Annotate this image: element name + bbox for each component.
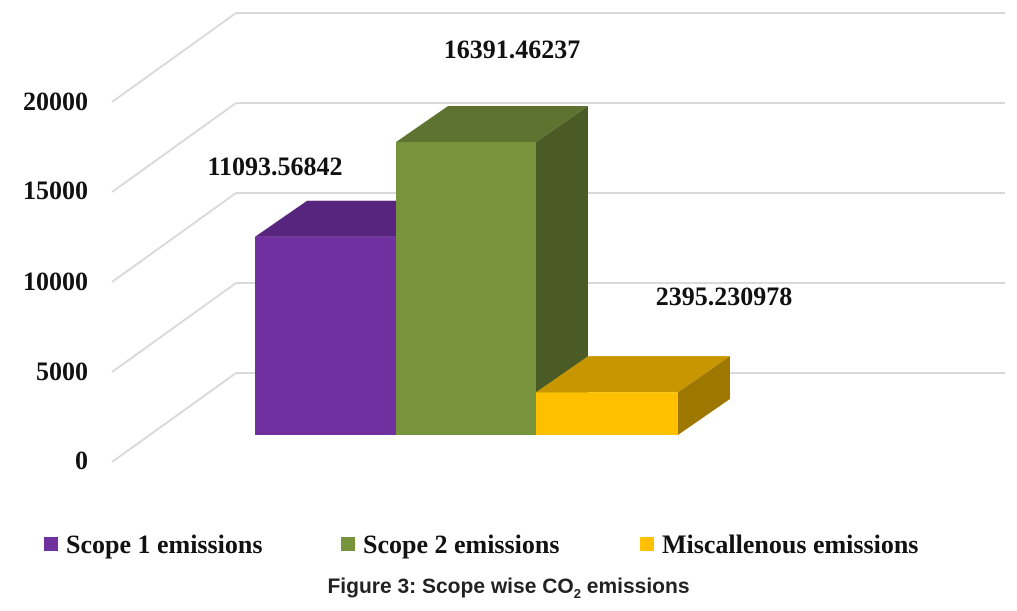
bar-3 (536, 356, 730, 435)
bar-side (678, 356, 730, 435)
gridline-side (111, 192, 237, 283)
legend: Scope 1 emissions Scope 2 emissions Miscal… (44, 530, 918, 559)
y-tick-label: 10000 (23, 267, 88, 296)
legend-label: Scope 1 emissions (66, 530, 262, 559)
data-label-2: 16391.46237 (444, 35, 581, 64)
data-label-3: 2395.230978 (656, 282, 793, 311)
gridline-side (111, 12, 237, 103)
bar-front (255, 236, 396, 435)
legend-item-1: Scope 1 emissions (44, 530, 262, 559)
y-tick-label: 5000 (36, 357, 88, 386)
legend-label: Scope 2 emissions (363, 530, 559, 559)
bar-side (536, 106, 588, 435)
legend-label: Miscallenous emissions (662, 530, 918, 559)
bar-top (396, 106, 588, 142)
legend-item-3: Miscallenous emissions (640, 530, 918, 559)
y-tick-label: 15000 (23, 176, 88, 205)
bars (255, 106, 730, 435)
bar-top (536, 356, 730, 393)
y-tick-label: 20000 (23, 87, 88, 116)
legend-swatch (640, 537, 654, 551)
bar-2 (396, 106, 588, 435)
legend-item-2: Scope 2 emissions (341, 530, 559, 559)
caption-prefix: Figure 3: Scope wise CO (327, 575, 574, 598)
legend-swatch (44, 537, 58, 551)
data-labels: 11093.56842 16391.46237 2395.230978 (207, 35, 792, 311)
legend-swatch (341, 537, 355, 551)
caption-subscript: 2 (573, 586, 581, 602)
bar-front (536, 392, 678, 435)
y-tick-label: 0 (75, 446, 88, 475)
figure-caption: Figure 3: Scope wise CO2 emissions (0, 575, 1017, 601)
chart: 0 5000 10000 15000 20000 11093.56842 16391.46… (23, 12, 1005, 559)
gridline-side (111, 102, 237, 193)
gridline-side (111, 372, 237, 463)
data-label-1: 11093.56842 (207, 152, 342, 181)
caption-suffix: emissions (580, 575, 690, 598)
bar-front (396, 142, 536, 435)
gridline-side (111, 282, 237, 373)
y-axis-ticks: 0 5000 10000 15000 20000 (23, 87, 88, 475)
